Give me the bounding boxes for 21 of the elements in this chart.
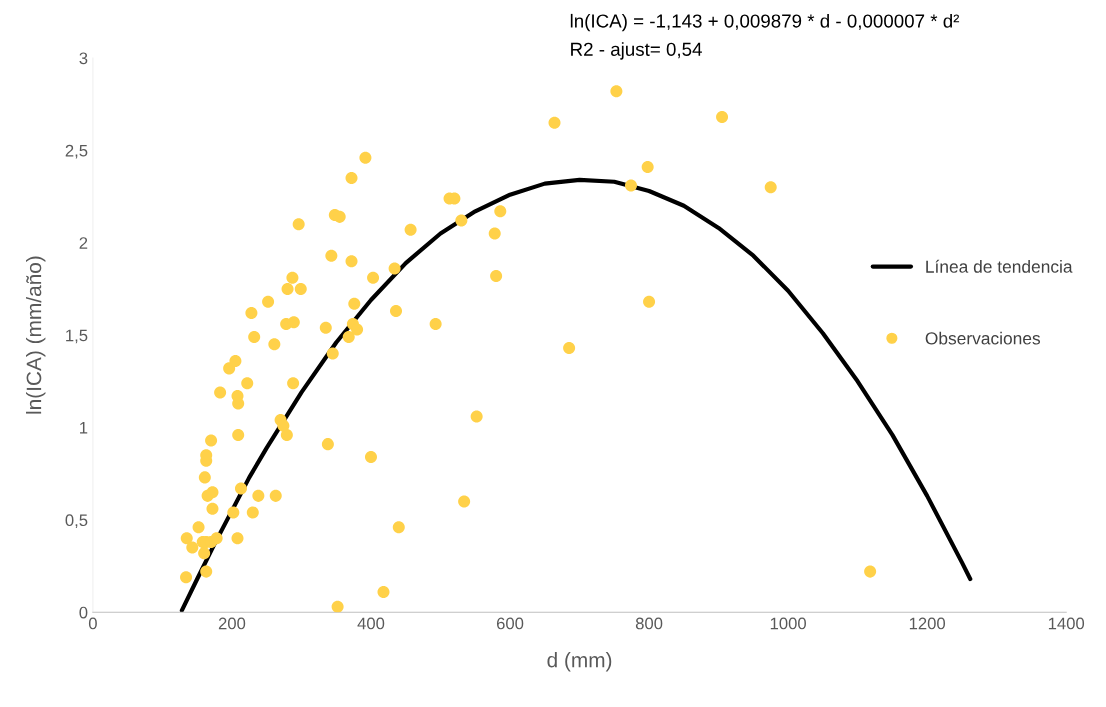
legend-label: Observaciones [925, 331, 1041, 345]
x-tick-label: 0 [88, 617, 97, 630]
y-tick-label: 1,5 [66, 329, 88, 344]
y-tick-label: 1 [80, 422, 88, 434]
x-tick-label: 200 [218, 617, 246, 630]
y-axis-title: ln(ICA) (mm/año) [26, 256, 46, 414]
x-tick-label: 1000 [770, 617, 806, 630]
y-tick-label: 2 [79, 237, 88, 249]
y-tick-label: 2,5 [65, 144, 88, 159]
x-tick-label: 1400 [1048, 617, 1085, 630]
annotation: R2 - ajust= 0,54 [571, 42, 702, 60]
x-axis-title: d (mm) [547, 652, 612, 672]
y-tick-label: 0,5 [65, 514, 88, 529]
y-tick-label: 0 [79, 606, 88, 619]
y-tick-label: 3 [79, 52, 88, 65]
x-tick-label: 1200 [909, 617, 946, 630]
x-tick-label: 800 [635, 617, 663, 630]
legend-label: Línea de tendencia [926, 259, 1073, 273]
x-tick-label: 600 [496, 617, 524, 630]
text: ln(ICA) = -1,143 + 0,009879 * d - 0,000007 * d² [570, 13, 960, 32]
x-tick-label: 400 [357, 617, 385, 630]
